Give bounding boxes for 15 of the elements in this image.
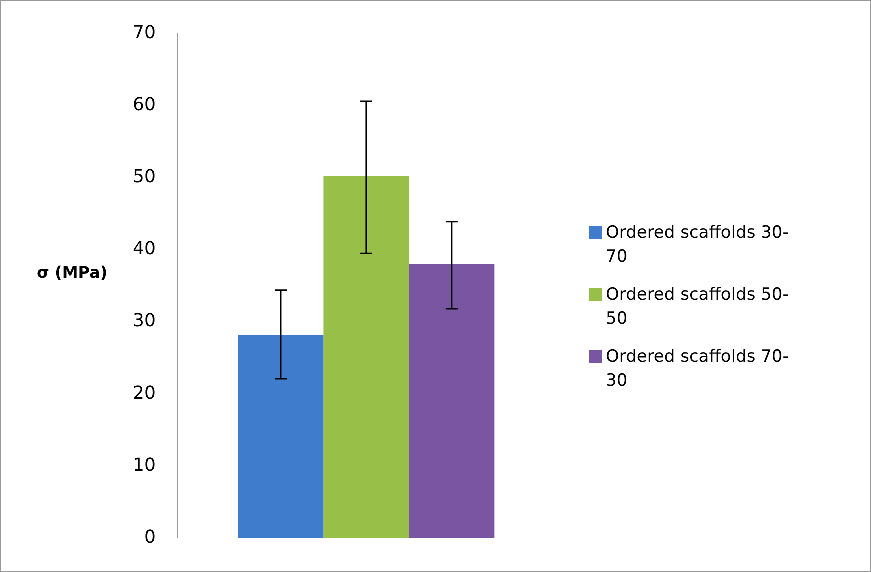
y-tick-label: 0 xyxy=(144,526,156,548)
y-axis-title: σ (MPa) xyxy=(37,263,108,282)
y-tick-label: 10 xyxy=(133,454,156,476)
bar xyxy=(238,335,324,538)
y-tick-label: 30 xyxy=(133,310,156,332)
y-tick-label: 60 xyxy=(133,94,156,116)
legend-label: Ordered scaffolds 50-50 xyxy=(606,284,790,331)
y-tick-label: 50 xyxy=(133,166,156,188)
bar xyxy=(324,176,410,538)
legend-label: Ordered scaffolds 70-30 xyxy=(606,346,790,393)
bar xyxy=(409,264,495,538)
legend-label: Ordered scaffolds 30-70 xyxy=(606,222,790,269)
y-tick-label: 70 xyxy=(133,22,156,44)
y-tick-label: 20 xyxy=(133,382,156,404)
y-tick-label: 40 xyxy=(133,238,156,260)
